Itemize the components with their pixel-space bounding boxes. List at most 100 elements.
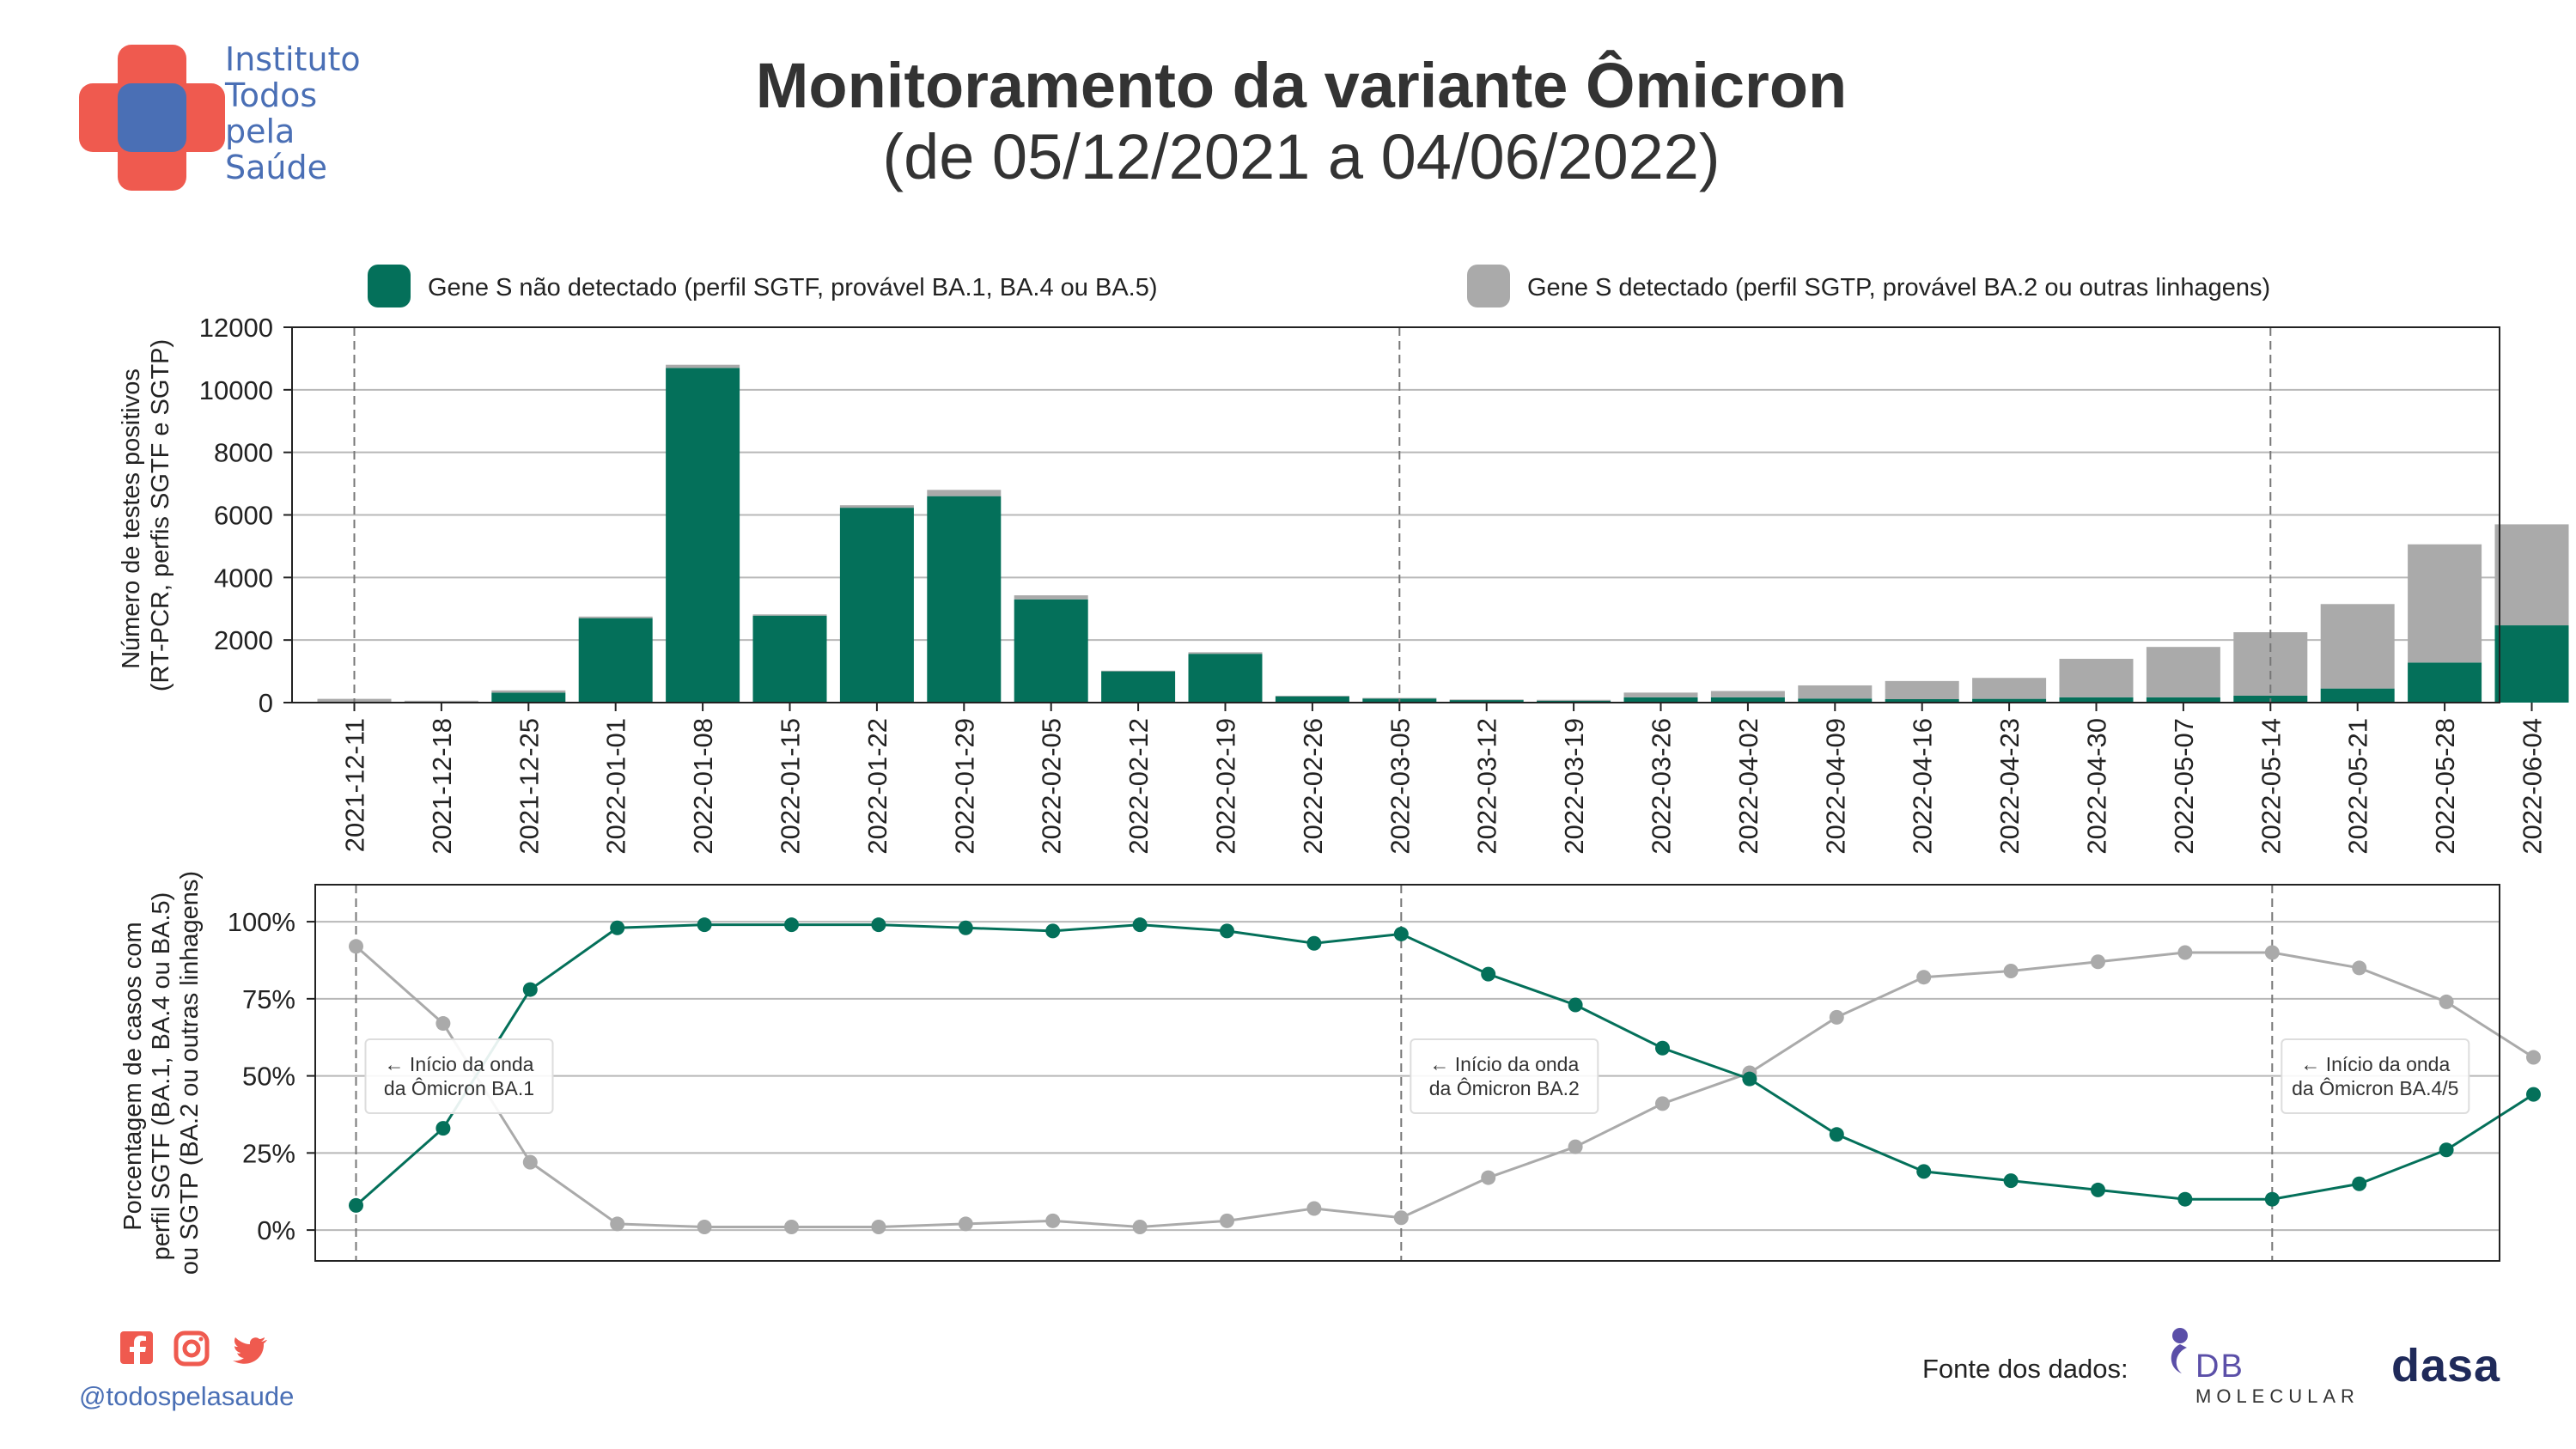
bar-sgtf — [2320, 688, 2395, 703]
bar-x-tick-label: 2022-05-21 — [2343, 718, 2373, 855]
bar-sgtp — [1188, 652, 1263, 654]
bar-sgtf — [839, 508, 914, 703]
bar-sgtf — [1885, 698, 1959, 703]
wave-annotation-box — [1410, 1038, 1599, 1114]
line-point-sgtf — [522, 982, 538, 997]
org-name-line: Instituto — [225, 40, 361, 78]
line-path-sgtf — [355, 923, 2535, 1207]
line-point-sgtf — [1916, 1164, 1932, 1179]
line-point-sgtp — [1220, 1213, 1234, 1228]
db-molecular-bottom-text: MOLECULAR — [2195, 1385, 2360, 1407]
line-point-sgtp — [1655, 1096, 1670, 1111]
bar-y-tick-label: 6000 — [214, 501, 273, 531]
wave-annotation-text: ← Início da onda — [2300, 1053, 2450, 1075]
wave-annotation-text: ← Início da onda — [1429, 1053, 1579, 1075]
bar-sgtp — [1710, 691, 1785, 697]
line-point-sgtf — [349, 1197, 363, 1213]
bar-sgtf — [1972, 698, 2047, 703]
bar-sgtp — [1362, 697, 1437, 699]
wave-annotation-text: da Ômicron BA.4/5 — [2292, 1076, 2458, 1099]
bar-sgtp — [491, 690, 566, 693]
bar-sgtp — [2146, 647, 2220, 697]
line-y-tick-label: 75% — [242, 984, 295, 1014]
line-point-sgtp — [1393, 1210, 1409, 1226]
bar-sgtp — [2408, 544, 2482, 663]
line-point-sgtp — [1045, 1213, 1061, 1228]
bar-sgtp — [1972, 678, 2047, 699]
bar-x-tick-label: 2021-12-25 — [514, 718, 544, 855]
bar-x-tick-label: 2022-01-29 — [949, 718, 979, 855]
line-y-tick-label: 100% — [228, 907, 295, 937]
line-point-sgtf — [435, 1121, 451, 1136]
bar-x-tick-label: 2022-02-12 — [1124, 718, 1154, 855]
bar-x-tick-labels: 2021-12-11 2021-12-18 2021-12-25 2022-01-01… — [340, 703, 2548, 855]
bar-sgtf — [491, 692, 566, 703]
page-title: Monitoramento da variante Ômicron — [755, 50, 1848, 121]
line-point-sgtp — [871, 1220, 886, 1235]
line-point-sgtf — [2526, 1087, 2541, 1102]
line-point-sgtf — [1655, 1040, 1670, 1056]
line-point-sgtp — [2091, 954, 2105, 970]
bar-x-tick-label: 2021-12-18 — [427, 718, 457, 855]
title-block: Monitoramento da variante Ômicron (de 05… — [0, 50, 2576, 192]
line-point-sgtp — [2439, 994, 2454, 1009]
line-point-sgtf — [2091, 1182, 2105, 1197]
twitter-icon[interactable] — [233, 1337, 267, 1364]
bar-wave-lines — [353, 327, 2272, 703]
facebook-icon[interactable] — [120, 1331, 153, 1364]
bar-y-tick-labels: 0 2000 4000 6000 8000 10000 12000 — [199, 313, 292, 718]
bar-sgtp — [752, 614, 827, 616]
instagram-icon[interactable] — [174, 1330, 210, 1367]
bar-sgtf — [578, 618, 653, 703]
bar-series — [317, 364, 2569, 703]
bar-sgtf — [2059, 697, 2134, 703]
org-name-line: Todos — [225, 76, 318, 114]
line-point-sgtf — [2264, 1191, 2280, 1207]
bar-sgtf — [1798, 698, 1873, 703]
line-y-axis-label-line: Porcentagem de casos com — [119, 922, 147, 1230]
bar-sgtp — [404, 700, 478, 702]
line-point-sgtf — [958, 920, 973, 935]
bar-sgtf — [1188, 654, 1263, 703]
bar-sgtp — [578, 616, 653, 618]
bar-x-tick-label: 2022-01-22 — [862, 718, 892, 855]
bar-sgtf — [1275, 696, 1349, 703]
bar-sgtp — [1623, 692, 1698, 697]
bar-x-tick-label: 2022-01-15 — [776, 718, 806, 855]
bar-x-tick-label: 2022-01-08 — [688, 718, 718, 855]
wave-annotation-text: da Ômicron BA.1 — [384, 1076, 534, 1099]
line-point-sgtf — [1829, 1127, 1844, 1142]
bar-sgtp — [666, 364, 740, 368]
line-point-sgtp — [1829, 1009, 1844, 1025]
bar-y-axis-label-line: Número de testes positivos — [118, 368, 145, 669]
bar-sgtf — [2494, 625, 2569, 703]
bar-sgtp — [1014, 595, 1088, 600]
logo-center — [118, 83, 186, 152]
line-point-sgtp — [1568, 1139, 1583, 1154]
line-point-sgtf — [1132, 917, 1148, 933]
bar-x-tick-label: 2022-05-14 — [2256, 718, 2286, 855]
social-icons — [120, 1330, 267, 1367]
line-plot-frame — [314, 884, 2500, 1262]
bar-x-tick-label: 2022-04-09 — [1820, 718, 1850, 855]
social-handle[interactable]: @todospelasaude — [79, 1381, 295, 1411]
bar-sgtp — [1101, 670, 1176, 672]
bar-x-tick-label: 2022-04-02 — [1733, 718, 1763, 855]
bar-x-tick-label: 2022-05-28 — [2430, 718, 2460, 855]
bar-sgtp — [2494, 524, 2569, 626]
line-point-sgtf — [2439, 1142, 2454, 1158]
line-point-sgtf — [610, 920, 625, 935]
bar-sgtf — [752, 615, 827, 703]
line-point-sgtp — [2177, 945, 2193, 960]
bar-sgtp — [1885, 680, 1959, 699]
bar-y-tick-label: 10000 — [199, 375, 273, 405]
bar-sgtp — [1537, 699, 1611, 701]
bar-sgtp — [2059, 659, 2134, 697]
line-point-sgtf — [2352, 1176, 2367, 1191]
line-point-sgtp — [2352, 960, 2367, 976]
org-name-line: Saúde — [225, 149, 327, 186]
bar-sgtf — [1710, 697, 1785, 703]
legend-label-sgtp: Gene S detectado (perfil SGTP, provável … — [1527, 274, 2270, 301]
line-point-sgtf — [1742, 1071, 1757, 1087]
